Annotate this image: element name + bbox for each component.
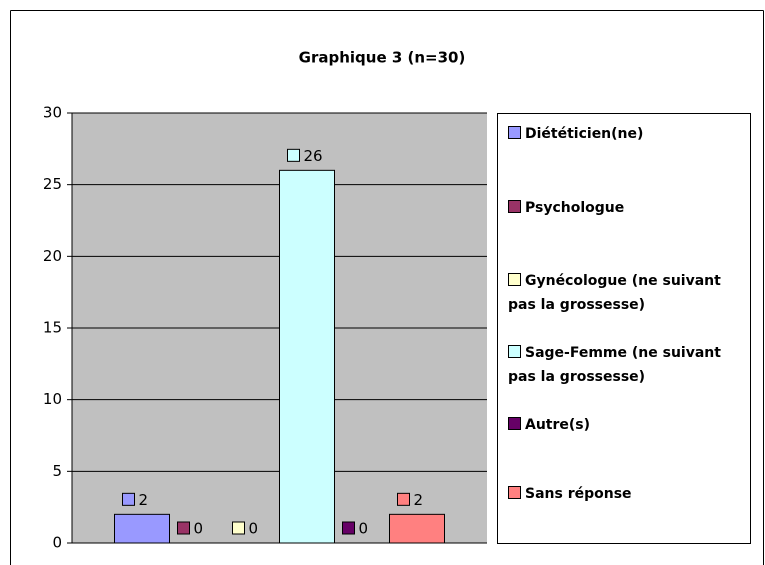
data-label: 0 [359,520,369,538]
legend-label: Gynécologue (ne suivant pas la grossesse… [508,273,721,313]
data-label: 0 [249,520,259,538]
legend-entry: Gynécologue (ne suivant pas la grossesse… [508,269,738,317]
legend-entry: Diététicien(ne) [508,122,738,146]
legend-label: Diététicien(ne) [525,126,644,142]
label-key [287,148,300,162]
y-tick-label: 30 [43,104,62,122]
legend-entry: Sans réponse [508,482,738,506]
label-key [232,521,245,535]
y-tick-label: 25 [43,175,62,193]
label-key [122,492,135,506]
bar [279,169,335,544]
y-tick-label: 5 [52,462,62,480]
legend-key [508,486,521,499]
legend-key [508,345,521,358]
legend-entry: Autre(s) [508,413,738,437]
legend-key [508,273,521,286]
y-tick-label: 20 [43,247,62,265]
legend-key [508,200,521,213]
legend-label: Autre(s) [525,417,591,433]
legend-entry: Psychologue [508,196,738,220]
data-label: 2 [139,491,149,509]
bar [114,513,170,544]
y-tick-label: 10 [43,390,62,408]
label-key [397,492,410,506]
legend-label: Sage-Femme (ne suivant pas la grossesse) [508,345,721,385]
y-tick-label: 15 [43,319,62,337]
data-label: 2 [414,491,424,509]
legend-label: Psychologue [525,200,625,216]
data-label: 0 [194,520,204,538]
data-label: 26 [304,147,323,165]
legend-key [508,417,521,430]
legend-key [508,126,521,139]
legend-entry: Sage-Femme (ne suivant pas la grossesse) [508,341,738,389]
label-key [342,521,355,535]
label-key [177,521,190,535]
bar [389,513,445,544]
chart-title: Graphique 3 (n=30) [299,49,466,67]
legend: Diététicien(ne) Psychologue Gynécologue (n… [497,113,751,544]
legend-label: Sans réponse [525,486,632,502]
y-tick-label: 0 [52,534,62,552]
